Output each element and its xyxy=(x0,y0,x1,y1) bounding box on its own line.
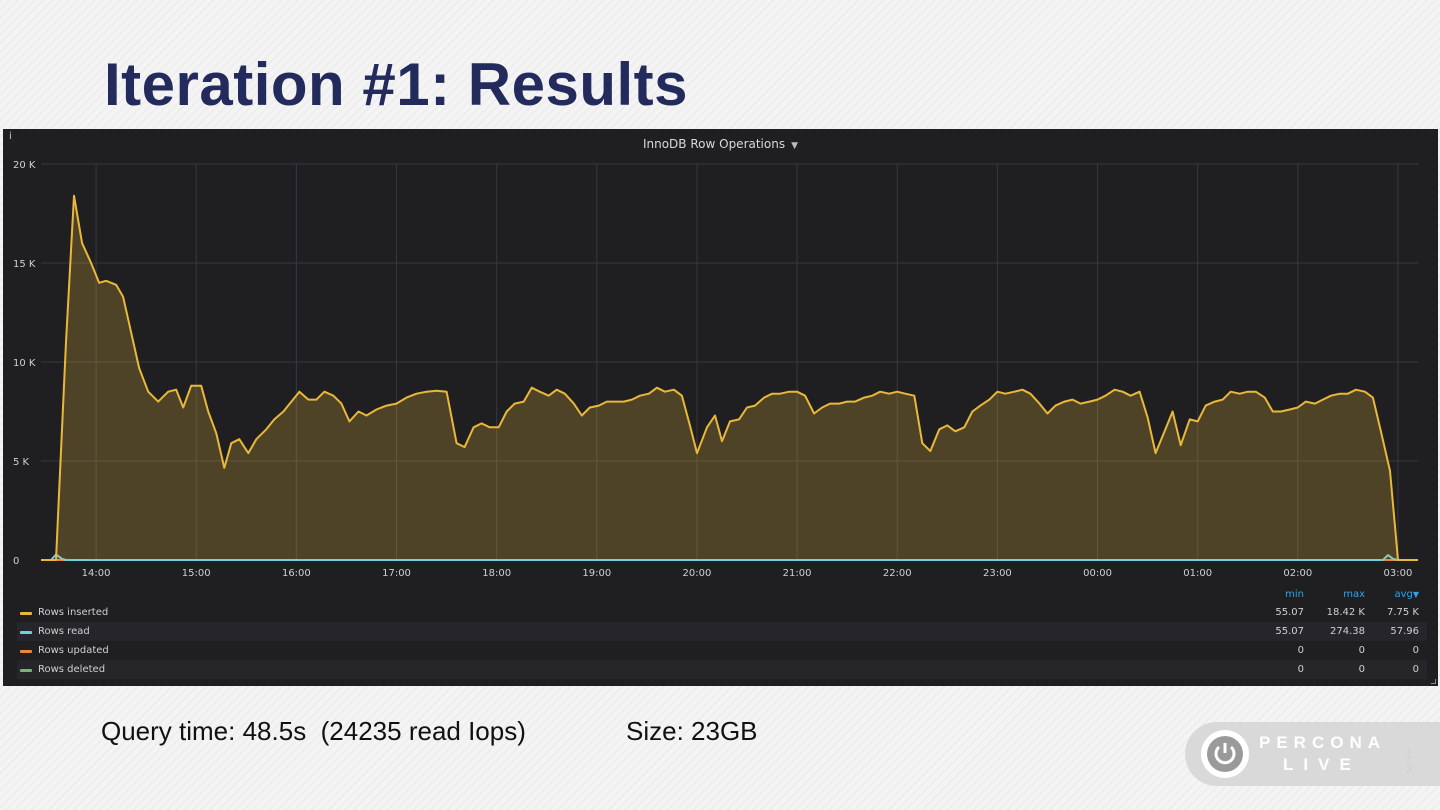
legend-series-name[interactable]: Rows read xyxy=(38,626,90,637)
legend-value-max: 0 xyxy=(1358,645,1365,656)
panel-title-text: InnoDB Row Operations xyxy=(642,137,786,151)
legend-row[interactable]: Rows deleted 0 0 0 xyxy=(17,660,1427,679)
legend-value-avg: 0 xyxy=(1412,645,1419,656)
y-tick-label: 15 K xyxy=(13,259,36,270)
panel-title[interactable]: InnoDB Row Operations ▼ xyxy=(3,137,1438,151)
x-tick-label: 16:00 xyxy=(282,568,311,579)
legend-swatch xyxy=(20,669,32,672)
sort-caret-down-icon: ▼ xyxy=(1412,590,1419,599)
legend-header: min max avg▼ xyxy=(17,587,1427,603)
info-icon[interactable]: i xyxy=(9,131,12,142)
legend-swatch xyxy=(20,650,32,653)
x-tick-label: 18:00 xyxy=(482,568,511,579)
legend-value-max: 0 xyxy=(1358,664,1365,675)
resize-handle-icon[interactable] xyxy=(1431,679,1436,684)
legend-value-min: 55.07 xyxy=(1275,607,1304,618)
x-tick-label: 01:00 xyxy=(1183,568,1212,579)
power-glyph-icon xyxy=(1214,743,1236,765)
slide-title: Iteration #1: Results xyxy=(104,51,688,118)
legend-row[interactable]: Rows read 55.07 274.38 57.96 xyxy=(17,622,1427,641)
y-tick-label: 0 xyxy=(13,556,19,567)
x-tick-label: 20:00 xyxy=(683,568,712,579)
legend-table: min max avg▼ Rows inserted 55.07 18.42 K 7.… xyxy=(17,587,1427,679)
legend-row[interactable]: Rows updated 0 0 0 xyxy=(17,641,1427,660)
page-number: 13 xyxy=(1405,746,1413,776)
legend-row[interactable]: Rows inserted 55.07 18.42 K 7.75 K xyxy=(17,603,1427,622)
x-tick-label: 19:00 xyxy=(582,568,611,579)
caret-down-icon[interactable]: ▼ xyxy=(791,141,799,151)
x-tick-label: 03:00 xyxy=(1384,568,1413,579)
legend-header-avg[interactable]: avg▼ xyxy=(1359,589,1419,600)
x-tick-label: 21:00 xyxy=(783,568,812,579)
legend-swatch xyxy=(20,612,32,615)
power-icon xyxy=(1201,730,1249,778)
percona-live-logo: PERCONA LIVE xyxy=(1185,722,1440,786)
legend-series-name[interactable]: Rows deleted xyxy=(38,664,106,675)
y-tick-label: 20 K xyxy=(13,160,36,171)
legend-value-avg: 7.75 K xyxy=(1386,607,1419,618)
x-tick-label: 00:00 xyxy=(1083,568,1112,579)
series-area-rows-inserted xyxy=(41,195,1418,560)
legend-series-name[interactable]: Rows inserted xyxy=(38,607,109,618)
legend-swatch xyxy=(20,631,32,634)
logo-word-live: LIVE xyxy=(1283,755,1361,774)
query-time-caption: Query time: 48.5s (24235 read Iops) xyxy=(101,716,526,746)
y-tick-label: 10 K xyxy=(13,358,36,369)
y-tick-label: 5 K xyxy=(13,457,30,468)
legend-value-max: 274.38 xyxy=(1330,626,1365,637)
x-tick-label: 22:00 xyxy=(883,568,912,579)
legend-header-max[interactable]: max xyxy=(1343,589,1365,600)
legend-value-min: 0 xyxy=(1297,645,1304,656)
legend-value-avg: 0 xyxy=(1412,664,1419,675)
x-tick-label: 17:00 xyxy=(382,568,411,579)
series-line-rows-read xyxy=(41,553,1418,561)
legend-value-min: 0 xyxy=(1297,664,1304,675)
legend-value-max: 18.42 K xyxy=(1326,607,1365,618)
x-tick-label: 14:00 xyxy=(82,568,111,579)
legend-value-avg: 57.96 xyxy=(1390,626,1419,637)
area-chart: 0 5 K 10 K 15 K 20 K 14:00 15:00 16:00 17:00 18:0… xyxy=(13,160,1418,579)
series-line-rows-inserted xyxy=(41,194,1418,561)
x-tick-label: 02:00 xyxy=(1283,568,1312,579)
legend-header-avg-label: avg xyxy=(1394,589,1413,600)
graph-panel: 0 5 K 10 K 15 K 20 K 14:00 15:00 16:00 17:00 18:0… xyxy=(3,129,1438,686)
power-icon-inner xyxy=(1207,736,1243,772)
legend-rows: Rows inserted 55.07 18.42 K 7.75 K Rows read… xyxy=(17,603,1427,679)
legend-header-min[interactable]: min xyxy=(1285,589,1304,600)
size-caption: Size: 23GB xyxy=(626,716,758,746)
logo-word-percona: PERCONA xyxy=(1259,733,1387,752)
x-tick-label: 23:00 xyxy=(983,568,1012,579)
x-tick-label: 15:00 xyxy=(182,568,211,579)
legend-value-min: 55.07 xyxy=(1275,626,1304,637)
legend-series-name[interactable]: Rows updated xyxy=(38,645,109,656)
